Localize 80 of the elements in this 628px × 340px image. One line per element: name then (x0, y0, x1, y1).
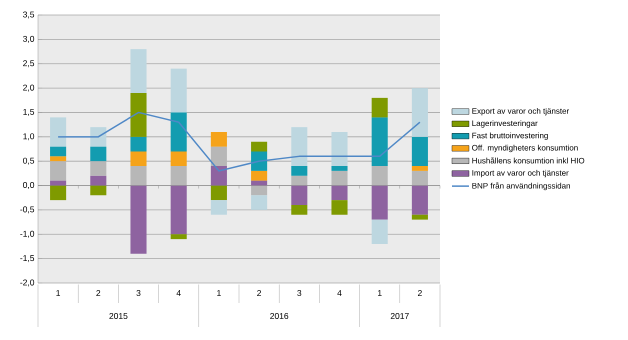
text: 2015 (109, 313, 128, 319)
bar (412, 214, 428, 220)
bar (90, 186, 106, 196)
bar (50, 161, 66, 181)
bar (251, 170, 268, 181)
y-tick-label: 1,0 (23, 133, 34, 140)
y-tick-label: 3,0 (23, 36, 34, 43)
bar (170, 151, 187, 166)
bar (331, 132, 348, 166)
bar (170, 112, 187, 152)
bar (50, 146, 66, 156)
bar (331, 170, 348, 186)
x-tick-label: 2 (418, 290, 422, 296)
bar (372, 117, 388, 166)
bar (210, 200, 227, 215)
bar (170, 68, 187, 112)
bar (291, 186, 308, 206)
x-tick-label: 1 (378, 290, 382, 296)
x-tick-label: 4 (337, 290, 342, 296)
bar (251, 180, 268, 186)
bar (130, 166, 147, 186)
x-tick-label: 3 (136, 290, 140, 296)
bar (372, 220, 388, 244)
y-tick-label: 2,5 (23, 60, 34, 68)
text: 2016 (270, 313, 288, 319)
bar (50, 117, 66, 147)
y-tick-label: 2,0 (23, 84, 34, 92)
bar (331, 166, 348, 171)
y-tick-label: -1,0 (20, 230, 34, 238)
x-tick-label: 1 (217, 290, 221, 296)
bar (90, 161, 106, 176)
y-tick-label: 3,5 (23, 12, 34, 18)
bar (251, 186, 268, 196)
bar (331, 186, 348, 200)
bar (170, 234, 187, 240)
x-tick-label: 1 (56, 290, 60, 296)
y-tick-label: 0,5 (23, 158, 34, 165)
bar (210, 186, 227, 200)
bar (412, 166, 428, 171)
x-tick-label: 3 (297, 290, 302, 296)
bar (291, 127, 308, 166)
x-tick-label: 2 (257, 290, 262, 296)
bar (170, 166, 187, 186)
bar (210, 166, 227, 186)
bar (50, 186, 66, 200)
bar (50, 180, 66, 186)
bar (210, 132, 227, 147)
bar (90, 146, 106, 162)
bar (412, 136, 428, 166)
bar (412, 170, 428, 186)
bar (372, 166, 388, 186)
bar (130, 151, 147, 166)
bar (291, 166, 308, 176)
bar (372, 98, 388, 118)
bar (331, 200, 348, 215)
y-tick-label: 0,0 (23, 182, 34, 190)
x-tick-label: 2 (96, 290, 100, 296)
bar (210, 146, 227, 166)
bar (90, 176, 106, 186)
bar (251, 195, 268, 210)
bar (130, 186, 147, 254)
bar (170, 186, 187, 234)
y-tick-label: -1,5 (20, 255, 34, 262)
bar (291, 205, 308, 215)
y-tick-label: -0,5 (20, 206, 34, 214)
bar (372, 186, 388, 220)
bar (90, 127, 106, 147)
text: 2017 (390, 313, 409, 319)
x-tick-label: 4 (176, 290, 181, 296)
bar (50, 156, 66, 162)
bar (130, 136, 147, 152)
bar (251, 151, 268, 171)
bar (130, 92, 147, 137)
bar (412, 88, 428, 137)
bar (130, 49, 147, 93)
bar (291, 176, 308, 186)
y-tick-label: -2,0 (20, 280, 34, 286)
y-tick-label: 1,5 (23, 109, 34, 116)
bar (412, 186, 428, 215)
bar (251, 142, 268, 152)
